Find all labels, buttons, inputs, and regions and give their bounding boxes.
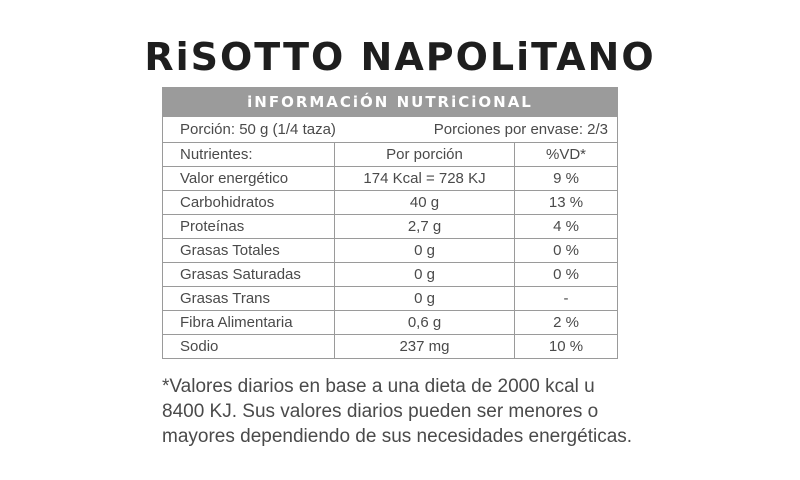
nutrition-facts-table: iNFORMACiÓN NUTRiCiONAL Porción: 50 g (1… xyxy=(161,87,619,359)
table-header-row: iNFORMACiÓN NUTRiCiONAL xyxy=(161,87,619,117)
serving-size: Porción: 50 g (1/4 taza) xyxy=(180,121,336,138)
nutrient-daily-value: 0 % xyxy=(513,262,619,287)
nutrient-value: 40 g xyxy=(334,190,515,215)
servings-per-container: Porciones por envase: 2/3 xyxy=(433,121,609,138)
nutrient-name: Grasas Trans xyxy=(162,286,335,311)
nutrient-name: Proteínas xyxy=(162,214,335,239)
nutrient-name: Grasas Totales xyxy=(162,238,335,263)
nutrient-name: Sodio xyxy=(162,334,335,359)
nutrient-value: 0 g xyxy=(334,238,515,263)
nutrient-name: Carbohidratos xyxy=(162,190,335,215)
table-row: Grasas Trans 0 g - xyxy=(162,286,619,311)
nutrient-daily-value: 9 % xyxy=(513,166,619,191)
table-row: Valor energético 174 Kcal = 728 KJ 9 % xyxy=(162,166,619,191)
serving-info-row: Porción: 50 g (1/4 taza) Porciones por e… xyxy=(161,116,619,143)
table-header: iNFORMACiÓN NUTRiCiONAL xyxy=(161,87,619,117)
nutrient-name: Fibra Alimentaria xyxy=(162,310,335,335)
column-header-per-serving: Por porción xyxy=(334,142,515,167)
serving-info-cell: Porción: 50 g (1/4 taza) Porciones por e… xyxy=(161,116,619,143)
nutrient-daily-value: 2 % xyxy=(513,310,619,335)
nutrient-value: 237 mg xyxy=(334,334,515,359)
nutrient-value: 2,7 g xyxy=(334,214,515,239)
nutrient-value: 174 Kcal = 728 KJ xyxy=(334,166,515,191)
nutrient-value: 0 g xyxy=(334,262,515,287)
nutrient-daily-value: 4 % xyxy=(513,214,619,239)
product-title: RiSOTTO NAPOLiTANO xyxy=(144,35,656,79)
table-row: Grasas Saturadas 0 g 0 % xyxy=(162,262,619,287)
table-row: Carbohidratos 40 g 13 % xyxy=(162,190,619,215)
table-row: Grasas Totales 0 g 0 % xyxy=(162,238,619,263)
column-header-daily-value: %VD* xyxy=(513,142,619,167)
nutrient-daily-value: 10 % xyxy=(513,334,619,359)
nutrient-daily-value: 0 % xyxy=(513,238,619,263)
nutrient-value: 0 g xyxy=(334,286,515,311)
nutrient-daily-value: 13 % xyxy=(513,190,619,215)
table-row: Sodio 237 mg 10 % xyxy=(162,334,619,359)
column-header-row: Nutrientes: Por porción %VD* xyxy=(162,142,619,167)
column-header-nutrients: Nutrientes: xyxy=(162,142,335,167)
table-row: Proteínas 2,7 g 4 % xyxy=(162,214,619,239)
nutrient-daily-value: - xyxy=(513,286,619,311)
daily-values-footnote: *Valores diarios en base a una dieta de … xyxy=(162,376,633,447)
table-row: Fibra Alimentaria 0,6 g 2 % xyxy=(162,310,619,335)
nutrient-value: 0,6 g xyxy=(334,310,515,335)
nutrient-name: Valor energético xyxy=(162,166,335,191)
nutrient-name: Grasas Saturadas xyxy=(162,262,335,287)
